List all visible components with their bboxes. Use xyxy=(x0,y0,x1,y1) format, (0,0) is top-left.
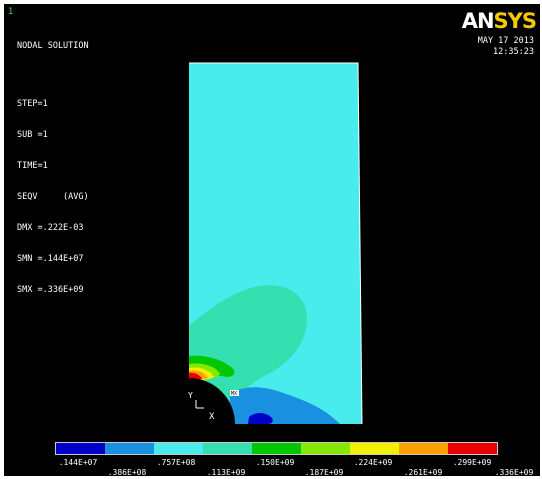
graphics-viewport[interactable]: 1 NODAL SOLUTION STEP=1 SUB =1 TIME=1 SE… xyxy=(4,4,540,476)
legend-label-bottom: .187E+09 xyxy=(305,468,344,476)
svg-text:MX: MX xyxy=(231,391,237,397)
legend-label-top: .144E+07 xyxy=(59,458,98,467)
legend-label-top: .757E+08 xyxy=(157,458,196,467)
legend-swatch xyxy=(448,443,497,454)
legend-label-bottom: .261E+09 xyxy=(404,468,443,476)
legend-swatch xyxy=(399,443,448,454)
legend-label-top: .224E+09 xyxy=(354,458,393,467)
legend-label-top: .299E+09 xyxy=(453,458,492,467)
contour-plot: Y X MX xyxy=(4,4,540,476)
contour-legend-bar xyxy=(55,442,498,455)
legend-swatch xyxy=(154,443,203,454)
legend-label-top: .150E+09 xyxy=(256,458,295,467)
legend-swatch xyxy=(301,443,350,454)
legend-swatch xyxy=(203,443,252,454)
legend-swatch xyxy=(105,443,154,454)
legend-label-bottom: .336E+09 xyxy=(495,468,534,476)
legend-swatch xyxy=(252,443,301,454)
legend-label-bottom: .386E+08 xyxy=(108,468,147,476)
triad-x-label: X xyxy=(209,412,215,422)
mx-marker: MX xyxy=(230,390,239,397)
legend-label-bottom: .113E+09 xyxy=(207,468,246,476)
legend-swatch xyxy=(350,443,399,454)
legend-swatch xyxy=(56,443,105,454)
triad-y-label: Y xyxy=(188,391,193,400)
